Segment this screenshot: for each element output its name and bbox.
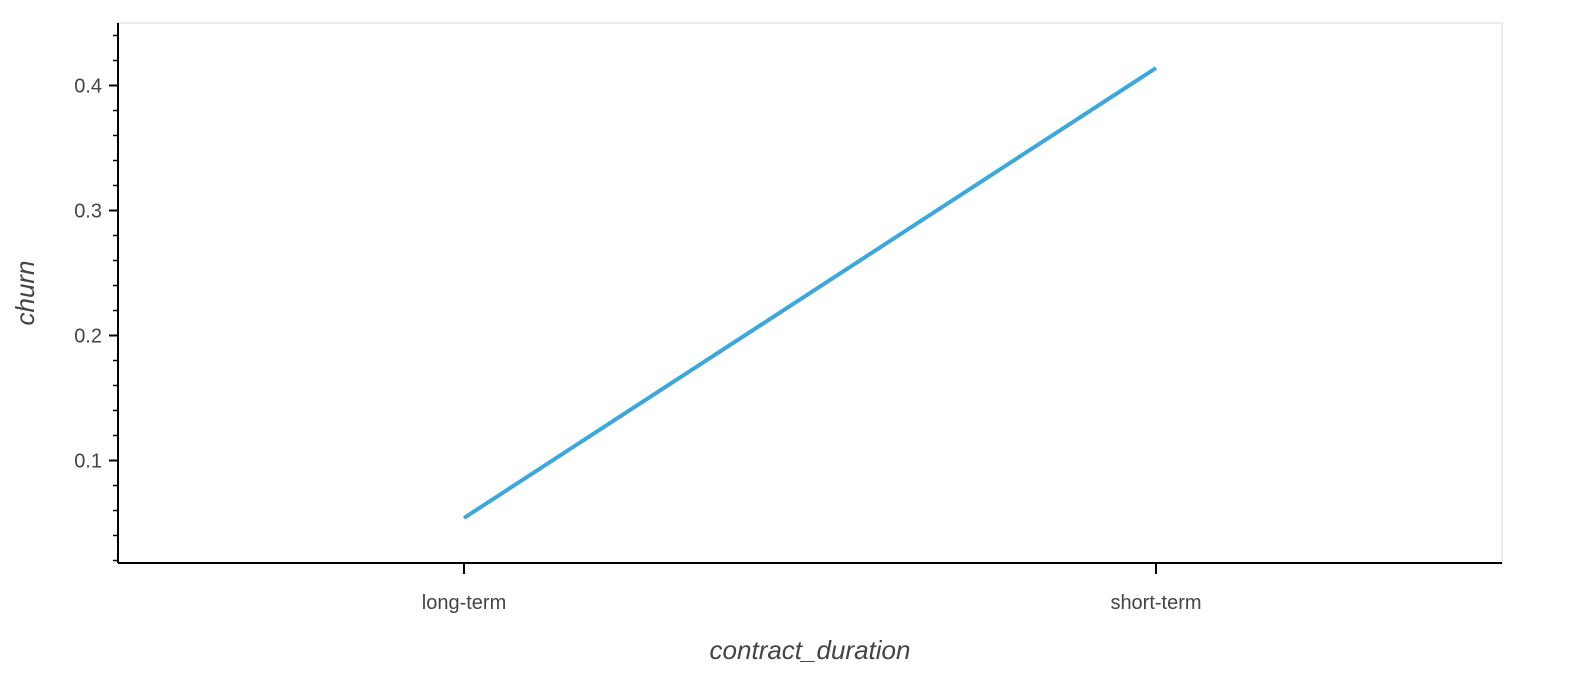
series-line xyxy=(462,66,1158,520)
x-tick-label: long-term xyxy=(422,592,506,614)
y-axis-label: churn xyxy=(10,260,40,325)
x-axis: long-term short-term xyxy=(118,562,1502,614)
x-axis-label: contract_duration xyxy=(710,635,911,665)
series-layer xyxy=(462,66,1158,520)
y-axis: 0.1 0.2 0.3 0.4 xyxy=(74,23,119,563)
y-tick-label: 0.1 xyxy=(74,451,102,473)
y-tick-label: 0.2 xyxy=(74,326,102,348)
x-tick-label: short-term xyxy=(1110,592,1201,614)
y-tick-label: 0.3 xyxy=(74,201,102,223)
y-tick-label: 0.4 xyxy=(74,76,102,98)
